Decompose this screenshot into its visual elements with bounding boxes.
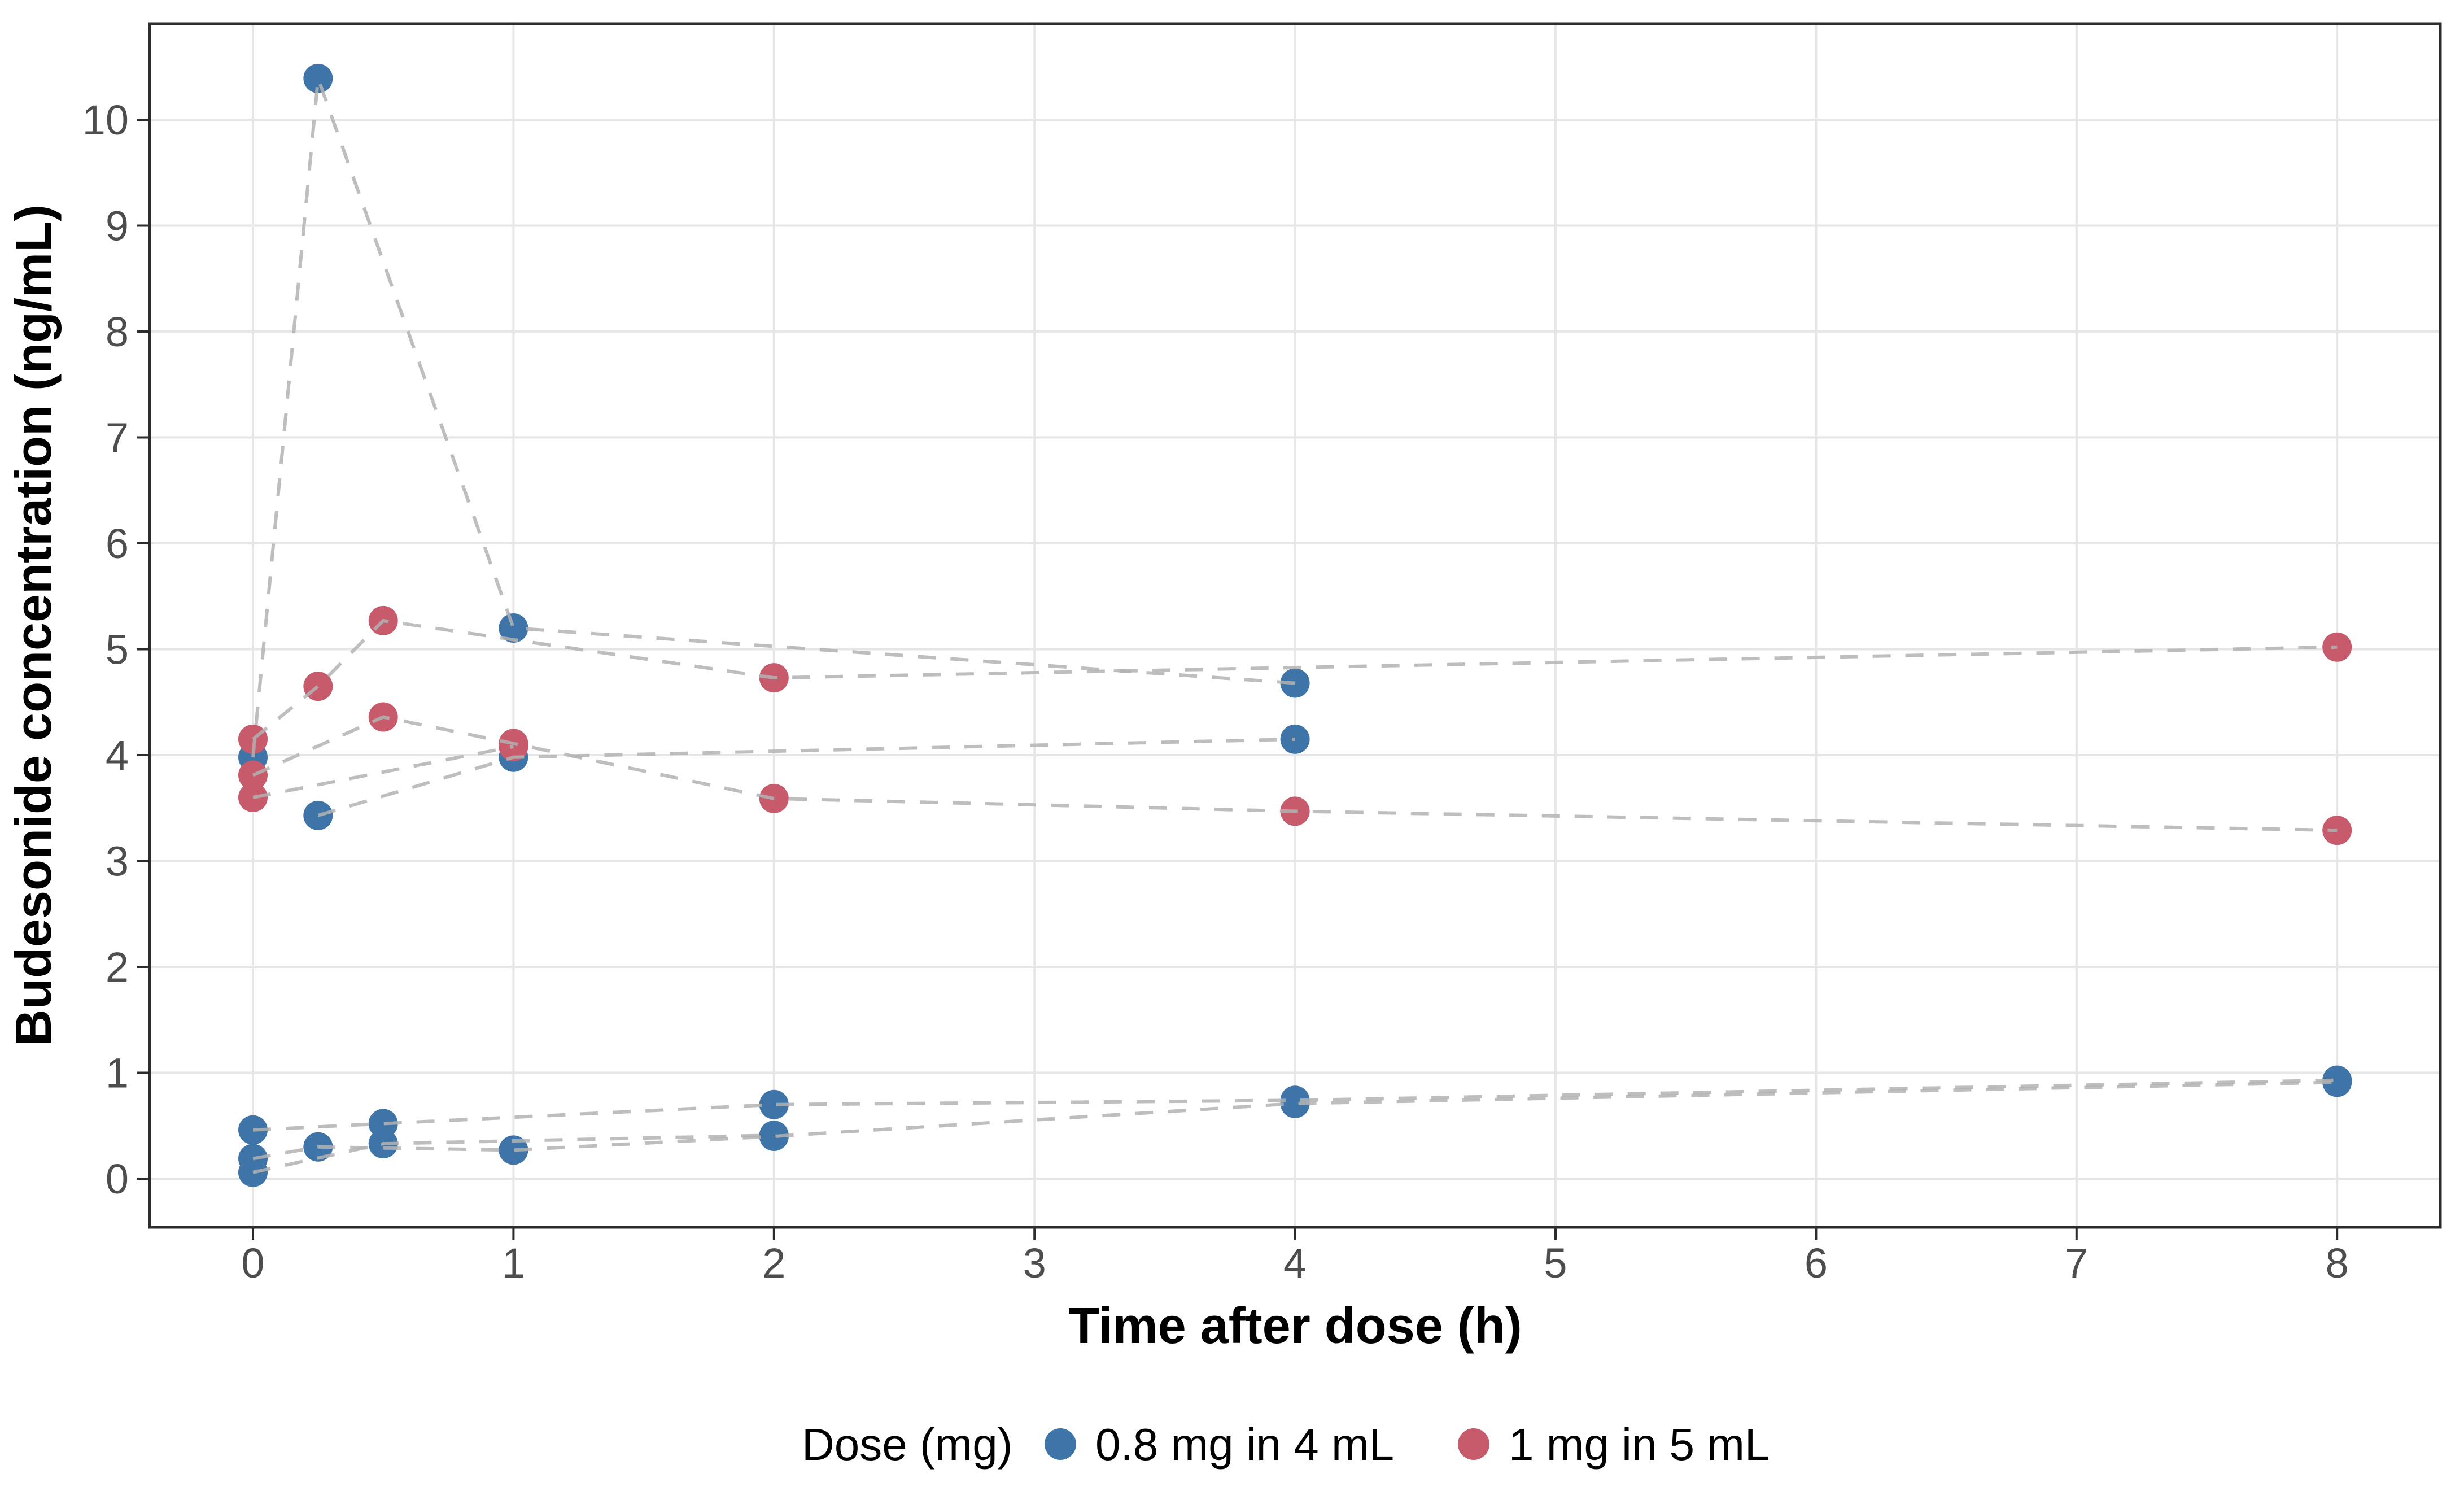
legend-swatch	[1458, 1428, 1489, 1460]
y-tick-label: 1	[106, 1050, 129, 1097]
y-tick-label: 3	[106, 838, 129, 885]
x-tick-label: 6	[1805, 1240, 1828, 1287]
subject-line	[252, 1133, 774, 1174]
legend: Dose (mg) 0.8 mg in 4 mL 1 mg in 5 mL	[802, 1419, 1770, 1470]
data-point	[2322, 1067, 2352, 1097]
x-tick-label: 5	[1544, 1240, 1567, 1287]
legend-label: 0.8 mg in 4 mL	[1095, 1419, 1394, 1470]
x-tick-label: 1	[502, 1240, 525, 1287]
subject-line	[251, 77, 1295, 758]
subject-line	[252, 1078, 2338, 1132]
y-tick-label: 9	[106, 203, 129, 250]
x-tick-label: 0	[241, 1240, 264, 1287]
legend-swatch	[1045, 1428, 1076, 1460]
y-tick-label: 10	[82, 97, 129, 143]
x-tick-label: 4	[1283, 1240, 1307, 1287]
data-point	[2322, 632, 2352, 662]
y-tick-label: 7	[106, 415, 129, 461]
y-tick-label: 2	[106, 944, 129, 991]
subject-line	[317, 737, 1295, 817]
y-tick-label: 5	[106, 626, 129, 673]
subject-line	[252, 745, 514, 799]
subject-line	[252, 618, 2338, 741]
data-point	[2322, 816, 2352, 845]
data-point	[368, 1109, 398, 1139]
y-tick-label: 4	[106, 732, 129, 779]
y-tick-label: 8	[106, 308, 129, 355]
data-points	[238, 63, 2352, 1187]
y-axis-title: Budesonide concentration (ng/mL)	[6, 204, 62, 1046]
subject-line	[252, 715, 2338, 832]
x-tick-label: 8	[2326, 1240, 2349, 1287]
data-point	[499, 1135, 528, 1165]
data-point	[759, 1089, 789, 1119]
data-point	[499, 613, 528, 643]
gridlines	[150, 24, 2440, 1227]
legend-title: Dose (mg)	[802, 1419, 1012, 1470]
subject-connector-lines	[251, 77, 2338, 1174]
x-tick-label: 3	[1023, 1240, 1046, 1287]
y-tick-label: 6	[106, 520, 129, 567]
data-point	[303, 63, 333, 93]
subject-line	[252, 1080, 2338, 1161]
data-point	[1280, 1088, 1310, 1118]
data-point	[303, 800, 333, 830]
legend-label: 1 mg in 5 mL	[1509, 1419, 1770, 1470]
data-point	[1280, 724, 1310, 754]
data-point	[238, 760, 268, 790]
x-tick-label: 2	[762, 1240, 785, 1287]
axis-ticks: 0 1 2 3 4 5 6 7 8 0 1 2 3 4 5 6 7 8 9 10	[82, 97, 2349, 1287]
x-axis-title: Time after dose (h)	[1068, 1298, 1522, 1354]
x-tick-label: 7	[2065, 1240, 2088, 1287]
y-tick-label: 0	[106, 1156, 129, 1202]
